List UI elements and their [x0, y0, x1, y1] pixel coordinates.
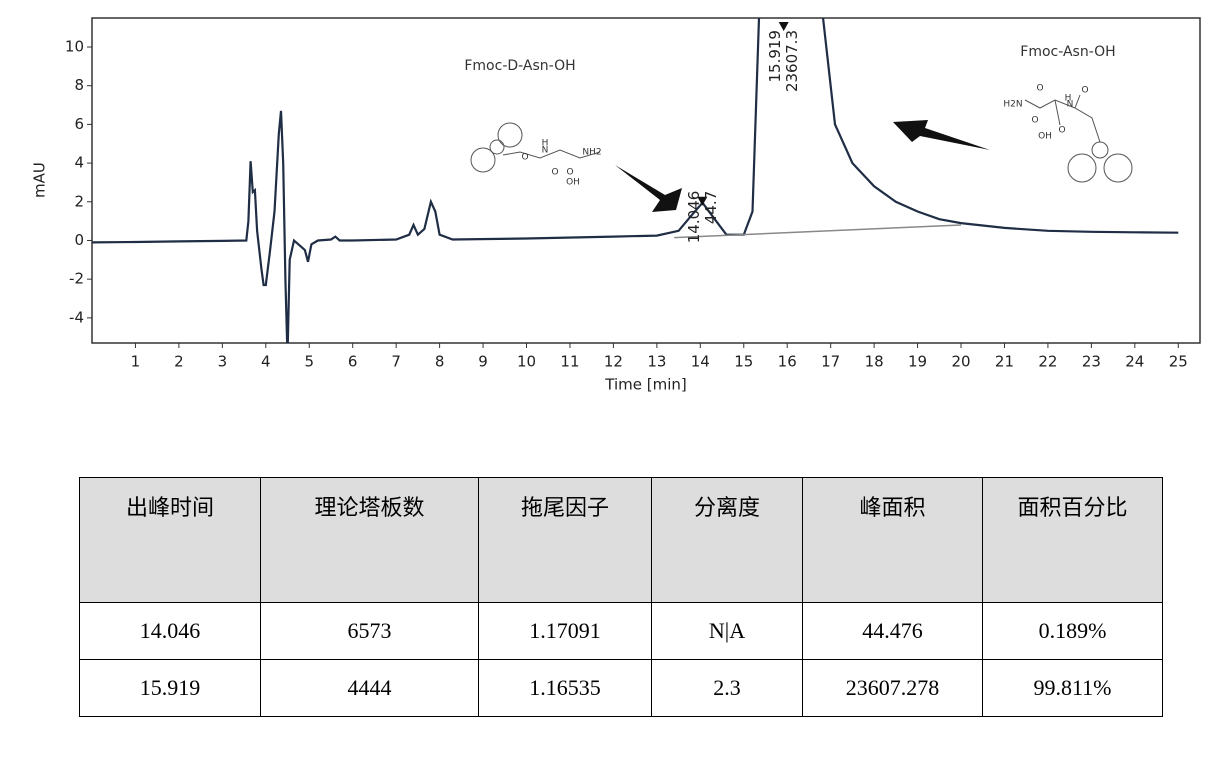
table-row: 14.046 6573 1.17091 N|A 44.476 0.189% [79, 602, 1163, 660]
line [92, 18, 1179, 343]
x-tick-label: 18 [865, 353, 884, 371]
x-tick-label: 8 [435, 353, 445, 371]
table-cell: 23607.278 [802, 659, 983, 717]
atom-label: O [1058, 126, 1065, 136]
plot-frame [91, 17, 1201, 344]
table-cell: 2.3 [651, 659, 803, 717]
x-tick-label: 2 [174, 353, 184, 371]
atom-label: OH [1038, 132, 1052, 142]
table-cell: 拖尾因子 [478, 477, 652, 603]
table-cell: 0.189% [982, 602, 1163, 660]
atom-label: H [1065, 94, 1072, 104]
x-tick-label: 10 [517, 353, 536, 371]
y-tick-label: 10 [65, 38, 84, 56]
peak-marker [778, 22, 789, 31]
y-tick-label: 4 [74, 154, 84, 172]
x-tick-label: 5 [304, 353, 314, 371]
x-tick-label: 22 [1038, 353, 1057, 371]
peak-time: 15.919 [766, 30, 784, 83]
atom-label: NH2 [582, 148, 601, 158]
atom-label: OH [566, 178, 580, 188]
y-tick-label: -2 [69, 270, 84, 288]
y-tick-label: 2 [74, 192, 84, 210]
table-cell: N|A [651, 602, 803, 660]
y-tick-label: 0 [74, 231, 84, 249]
arrow [615, 165, 682, 212]
table-cell: 44.476 [802, 602, 983, 660]
x-tick-label: 25 [1169, 353, 1188, 371]
table-cell: 分离度 [651, 477, 803, 603]
chart: mAU Time [min] Fmoc-D-Asn-OH Fmoc-Asn-OH… [31, 17, 1201, 394]
x-tick-label: 14 [691, 353, 710, 371]
table-cell: 99.811% [982, 659, 1163, 717]
table-cell: 理论塔板数 [260, 477, 479, 603]
x-tick-label: 15 [734, 353, 753, 371]
atom-label: O [1036, 84, 1043, 94]
peak-time: 14.046 [685, 191, 703, 244]
atom-label: O [566, 168, 573, 178]
structure [470, 94, 1133, 183]
table-cell: 峰面积 [802, 477, 983, 603]
table-cell: 1.17091 [478, 602, 652, 660]
annotation: Fmoc-D-Asn-OH [464, 58, 575, 74]
x-tick-label: 16 [778, 353, 797, 371]
x-axis-label: Time [min] [604, 376, 686, 394]
peak-area: 44.7 [702, 191, 720, 224]
y-tick-label: -4 [69, 308, 84, 326]
table-cell: 1.16535 [478, 659, 652, 717]
x-tick-label: 20 [951, 353, 970, 371]
arrow [893, 120, 990, 150]
x-tick-label: 13 [647, 353, 666, 371]
x-tick-label: 4 [261, 353, 271, 371]
atom-label: O [521, 153, 528, 163]
table-row: 15.919 4444 1.16535 2.3 23607.278 99.811% [79, 659, 1163, 717]
x-tick-label: 21 [995, 353, 1014, 371]
x-tick-label: 24 [1125, 353, 1144, 371]
atom-label: O [1081, 86, 1088, 96]
x-tick-label: 7 [391, 353, 401, 371]
peak-marker [697, 196, 708, 206]
x-tick-label: 3 [218, 353, 228, 371]
y-tick-label: 8 [74, 76, 84, 94]
baseline [674, 224, 962, 239]
x-tick-label: 6 [348, 353, 358, 371]
y-axis-label: mAU [31, 162, 49, 198]
table-row: 出峰时间 理论塔板数 拖尾因子 分离度 峰面积 面积百分比 [79, 477, 1163, 603]
atom-label: H2N [1003, 100, 1022, 110]
data-table: 出峰时间 理论塔板数 拖尾因子 分离度 峰面积 面积百分比 14.046 6573 1.1709… [79, 477, 1163, 717]
x-tick-label: 12 [604, 353, 623, 371]
traces [92, 18, 1179, 343]
atom-label: O [1031, 116, 1038, 126]
annotation: Fmoc-Asn-OH [1020, 44, 1115, 60]
x-tick-label: 23 [1082, 353, 1101, 371]
y-tick-label: 6 [74, 115, 84, 133]
table-cell: 4444 [260, 659, 479, 717]
x-tick-label: 19 [908, 353, 927, 371]
atom-label: H [542, 139, 549, 149]
table-cell: 6573 [260, 602, 479, 660]
table-cell: 15.919 [79, 659, 261, 717]
table-cell: 出峰时间 [79, 477, 261, 603]
atom-label: N [1067, 100, 1074, 110]
atom-label: N [542, 146, 549, 156]
x-tick-label: 9 [478, 353, 488, 371]
peak-area: 23607.3 [783, 30, 801, 92]
atom-label: O [551, 168, 558, 178]
x-tick-label: 1 [131, 353, 141, 371]
x-tick-label: 17 [821, 353, 840, 371]
table-cell: 面积百分比 [982, 477, 1163, 603]
x-tick-label: 11 [560, 353, 579, 371]
table-cell: 14.046 [79, 602, 261, 660]
